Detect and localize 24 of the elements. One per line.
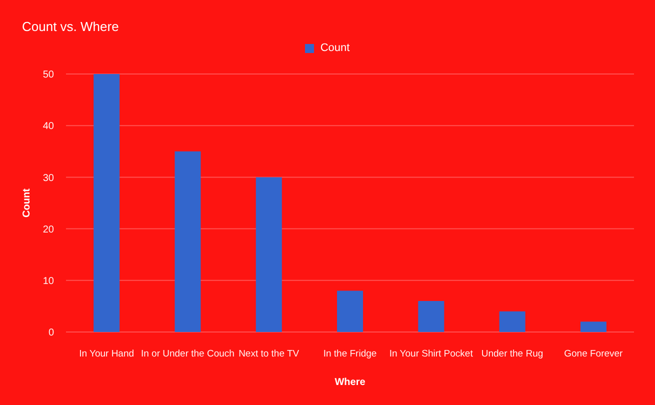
x-tick-label: Next to the TV [238,348,300,360]
x-tick-label: Gone Forever [564,348,623,360]
y-tick-label: 30 [42,172,54,184]
x-axis-title: Where [334,377,366,388]
bar [418,301,444,332]
x-tick-label: In or Under the Couch [140,348,234,360]
bar [499,311,526,332]
y-tick-label: 10 [42,276,54,287]
bar [94,74,120,332]
bar [337,290,364,332]
x-tick-label: In Your Shirt Pocket [389,348,474,360]
x-tick-label: Under the Rug [481,348,544,360]
legend-label: Count [320,42,350,54]
bar [580,322,606,332]
y-tick-label: 20 [42,224,54,236]
bar [174,151,201,332]
y-axis-title: Count [22,188,32,218]
y-tick-label: 40 [42,121,54,132]
bar [256,177,282,332]
y-tick-label: 0 [48,328,54,339]
x-tick-label: In the Fridge [323,348,377,360]
chart-title: Count vs. Where [22,19,119,34]
y-tick-label: 50 [42,70,54,81]
x-tick-label: In Your Hand [79,348,134,360]
